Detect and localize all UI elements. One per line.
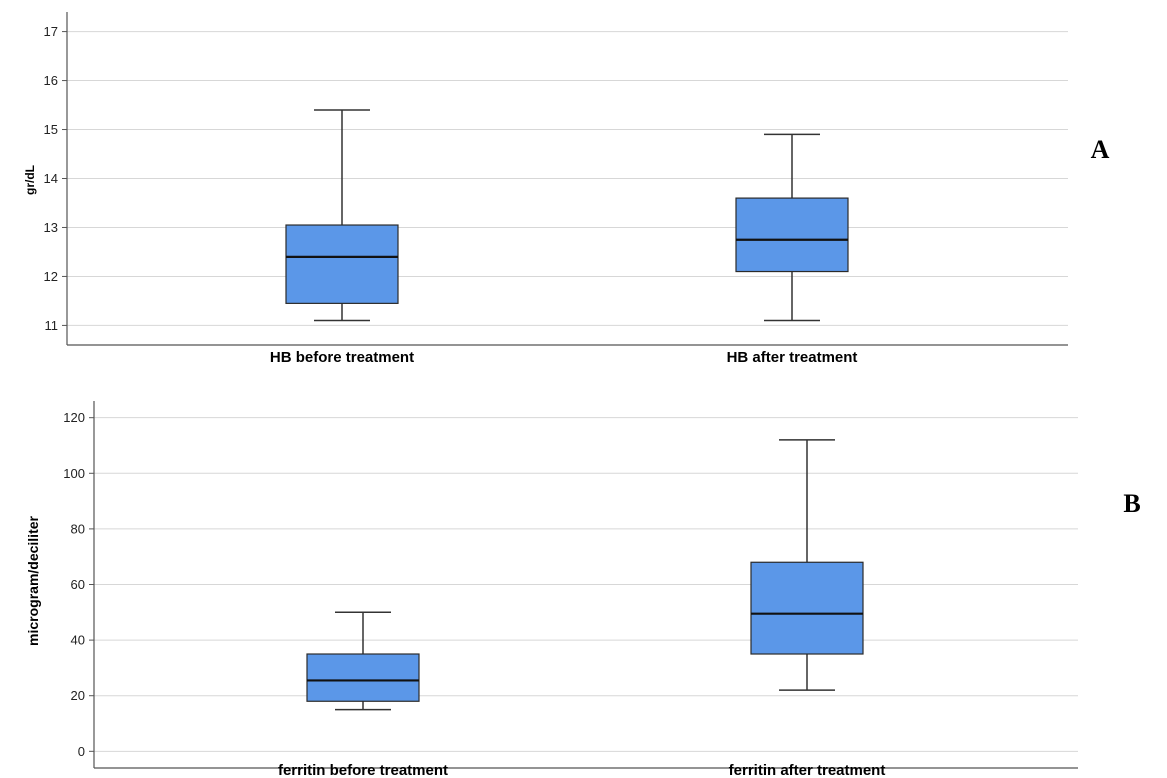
a-y-axis-label: gr/dL xyxy=(23,165,37,195)
b-category-label-1: ferritin after treatment xyxy=(729,762,886,778)
a-box-0-iqr xyxy=(285,224,399,304)
a-panel-label: A xyxy=(1091,135,1110,164)
b-category-label-0: ferritin before treatment xyxy=(278,762,448,778)
b-y-tick-label-3: 60 xyxy=(71,577,85,592)
b-panel-label: B xyxy=(1123,489,1140,518)
panel-b-chart: 0 20 40 60 80 100 120 ferritin before treatment… xyxy=(25,401,1141,778)
panel-a-chart: 11 12 13 14 15 16 17 HB before treatment HB afte… xyxy=(23,12,1110,366)
a-y-tick-label-0: 11 xyxy=(45,318,59,333)
b-y-tick-label-0: 0 xyxy=(78,744,85,759)
a-y-tick-label-2: 13 xyxy=(44,220,58,235)
b-box-0-iqr xyxy=(306,653,420,702)
a-category-label-0: HB before treatment xyxy=(270,349,414,366)
a-y-tick-label-4: 15 xyxy=(44,122,58,137)
a-box-1-iqr xyxy=(735,197,849,273)
b-y-tick-label-2: 40 xyxy=(71,633,85,648)
b-y-tick-label-4: 80 xyxy=(71,521,85,536)
a-y-tick-label-1: 12 xyxy=(44,269,58,284)
b-y-tick-label-5: 100 xyxy=(63,466,85,481)
b-y-axis-label: microgram/deciliter xyxy=(25,515,41,645)
b-box-1-iqr xyxy=(750,561,864,655)
a-y-tick-label-3: 14 xyxy=(44,171,58,186)
a-y-tick-label-6: 17 xyxy=(44,24,58,39)
b-y-tick-label-1: 20 xyxy=(71,688,85,703)
a-category-label-1: HB after treatment xyxy=(727,349,858,366)
b-y-tick-label-6: 120 xyxy=(63,410,85,425)
a-y-tick-label-5: 16 xyxy=(44,73,58,88)
